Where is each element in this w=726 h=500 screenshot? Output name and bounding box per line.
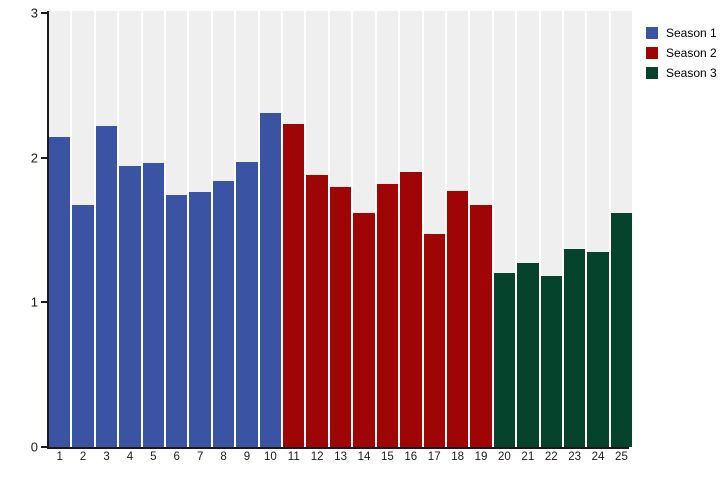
bar-season-2-ep15 (376, 184, 399, 447)
chart-column-16 (400, 11, 422, 447)
bar-season-2-ep16 (400, 172, 422, 447)
legend-swatch (646, 66, 658, 79)
chart-column-6 (166, 11, 188, 447)
x-tick-label-22: 22 (544, 451, 558, 463)
legend-label: Season 3 (666, 65, 717, 80)
x-tick-label-3: 3 (103, 451, 110, 463)
x-tick-label-7: 7 (196, 451, 204, 463)
x-tick-label-12: 12 (310, 451, 324, 463)
legend-item-season-3: Season 3 (646, 65, 717, 80)
x-tick-label-2: 2 (79, 451, 87, 463)
bar-season-3-ep24 (587, 252, 609, 447)
bar-season-1-ep2 (72, 205, 94, 447)
x-tick-label-25: 25 (615, 451, 628, 463)
y-axis-line (47, 11, 49, 449)
x-tick-label-24: 24 (591, 451, 605, 463)
x-tick-label-13: 13 (334, 451, 347, 463)
bar-season-2-ep19 (470, 205, 492, 447)
bar-season-2-ep17 (423, 234, 445, 447)
x-tick-label-8: 8 (220, 451, 227, 463)
y-tick-label-1: 1 (30, 294, 38, 310)
bar-season-1-ep10 (259, 113, 282, 447)
x-tick-label-15: 15 (380, 451, 394, 463)
chart-column-3 (95, 11, 118, 447)
bar-season-1-ep5 (142, 163, 165, 447)
chart-column-25 (610, 11, 633, 447)
x-tick-label-1: 1 (56, 451, 63, 463)
y-tick-2 (41, 156, 47, 159)
chart-column-7 (189, 11, 211, 447)
bar-season-1-ep3 (95, 126, 118, 447)
bar-season-2-ep13 (329, 187, 352, 447)
x-tick-label-17: 17 (427, 451, 441, 463)
y-tick-1 (41, 301, 47, 304)
chart-column-9 (236, 11, 258, 447)
chart-column-13 (329, 11, 352, 447)
y-tick-0 (41, 446, 47, 448)
chart-column-2 (72, 11, 94, 447)
chart-column-23 (563, 11, 586, 447)
chart-column-5 (142, 11, 165, 447)
chart-column-15 (376, 11, 399, 447)
legend-label: Season 2 (666, 45, 717, 60)
y-tick-label-0: 0 (30, 439, 38, 455)
bar-season-3-ep20 (493, 273, 516, 447)
x-tick-label-5: 5 (150, 451, 157, 463)
bar-season-1-ep4 (119, 166, 141, 447)
chart-column-20 (493, 11, 516, 447)
y-tick-label-3: 3 (30, 5, 38, 21)
bar-season-3-ep22 (540, 276, 562, 447)
x-tick-label-23: 23 (568, 451, 582, 463)
legend: Season 1 Season 2 Season 3 (646, 26, 717, 86)
x-tick-label-11: 11 (287, 451, 300, 463)
x-axis-line (47, 447, 629, 449)
chart-column-12 (306, 11, 328, 447)
x-tick-label-10: 10 (263, 451, 277, 463)
chart-column-17 (423, 11, 445, 447)
bar-season-2-ep14 (353, 213, 375, 447)
y-tick-3 (41, 12, 47, 14)
x-tick-label-4: 4 (126, 451, 134, 463)
legend-swatch (646, 26, 658, 39)
x-tick-label-19: 19 (474, 451, 488, 463)
legend-item-season-1: Season 1 (646, 25, 717, 40)
chart-column-18 (446, 11, 469, 447)
bar-season-1-ep1 (49, 137, 71, 447)
y-tick-label-2: 2 (30, 150, 38, 166)
legend-label: Season 1 (666, 25, 717, 40)
chart-column-14 (353, 11, 375, 447)
x-axis-labels: 1 2 3 4 5 6 7 8 9 10 11 12 13 14 15 16 17 18 19 20 21 22 23 24 2… (49, 451, 632, 463)
chart-column-1 (49, 11, 71, 447)
bar-season-2-ep12 (306, 175, 328, 447)
bar-season-3-ep23 (563, 249, 586, 447)
x-tick-label-18: 18 (451, 451, 464, 463)
chart-column-4 (119, 11, 141, 447)
legend-swatch (646, 46, 658, 59)
chart-columns (49, 11, 633, 447)
chart-column-19 (470, 11, 492, 447)
chart-column-24 (587, 11, 609, 447)
plot-area (49, 11, 633, 447)
chart-column-10 (259, 11, 282, 447)
x-tick-label-16: 16 (404, 451, 418, 463)
bar-season-1-ep8 (212, 181, 235, 447)
bar-season-1-ep6 (166, 195, 188, 447)
bar-season-1-ep7 (189, 192, 211, 447)
x-tick-label-6: 6 (173, 451, 180, 463)
legend-item-season-2: Season 2 (646, 45, 717, 60)
bar-season-1-ep9 (236, 162, 258, 447)
x-tick-label-9: 9 (243, 451, 251, 463)
chart-column-8 (212, 11, 235, 447)
bar-season-3-ep21 (517, 263, 539, 447)
chart-column-21 (517, 11, 539, 447)
bar-season-2-ep11 (283, 124, 305, 447)
bar-season-3-ep25 (610, 213, 633, 447)
chart-column-11 (283, 11, 305, 447)
bar-season-2-ep18 (446, 191, 469, 447)
x-tick-label-20: 20 (498, 451, 511, 463)
chart-column-22 (540, 11, 562, 447)
x-tick-label-21: 21 (521, 451, 535, 463)
x-tick-label-14: 14 (357, 451, 371, 463)
